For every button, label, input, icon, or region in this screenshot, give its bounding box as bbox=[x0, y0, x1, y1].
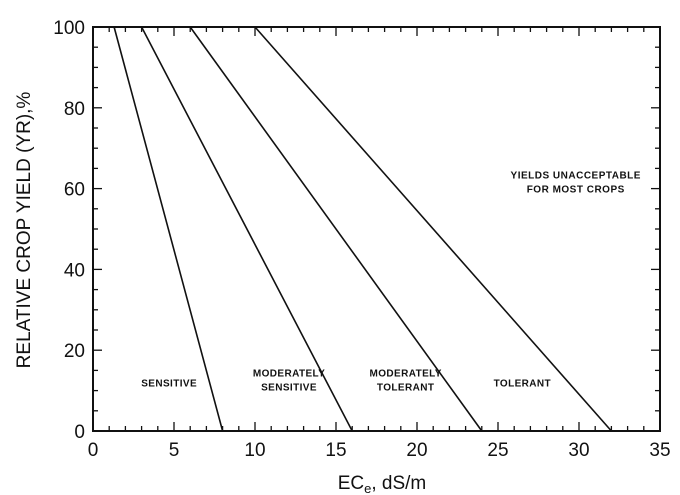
tolerance-line-3 bbox=[189, 26, 483, 432]
zone-label-line: SENSITIVE bbox=[261, 383, 317, 394]
x-tick-label: 10 bbox=[244, 440, 265, 461]
y-axis-title: RELATIVE CROP YIELD (YR),% bbox=[14, 92, 35, 369]
x-tick-label: 25 bbox=[487, 440, 508, 461]
x-axis-title-main: EC bbox=[338, 473, 364, 494]
x-axis-title: ECe, dS/m bbox=[338, 473, 427, 495]
tolerance-line-2 bbox=[140, 26, 353, 432]
zone-label-2: MODERATELY SENSITIVE bbox=[253, 369, 325, 394]
y-tick-label: 20 bbox=[64, 341, 85, 362]
annotation-line: FOR MOST CROPS bbox=[527, 185, 625, 196]
x-axis-title-unit: , dS/m bbox=[371, 473, 426, 494]
y-tick-label: 0 bbox=[74, 422, 85, 443]
x-tick-label: 35 bbox=[649, 440, 670, 461]
y-tick-label: 40 bbox=[64, 260, 85, 281]
x-tick-label: 5 bbox=[169, 440, 180, 461]
unacceptable-yield-note: YIELDS UNACCEPTABLE FOR MOST CROPS bbox=[511, 171, 641, 196]
tolerance-line-4 bbox=[254, 26, 612, 432]
x-axis-title-subscript: e bbox=[364, 481, 371, 495]
tolerance-lines bbox=[113, 26, 612, 432]
zone-label-4: TOLERANT bbox=[494, 379, 551, 390]
zone-label-line: SENSITIVE bbox=[141, 379, 197, 390]
zone-label-line: MODERATELY bbox=[369, 369, 441, 380]
chart-annotations: SENSITIVE MODERATELY SENSITIVE MODERATELY TO… bbox=[141, 171, 641, 394]
zone-label-line: MODERATELY bbox=[253, 369, 325, 380]
x-tick-label: 30 bbox=[568, 440, 589, 461]
tick-labels: 0 5 10 15 20 25 30 35 0 20 40 60 80 100 bbox=[53, 18, 670, 461]
y-tick-label: 80 bbox=[64, 99, 85, 120]
zone-label-3: MODERATELY TOLERANT bbox=[369, 369, 441, 394]
y-tick-label: 60 bbox=[64, 180, 85, 201]
axis-ticks bbox=[92, 26, 661, 432]
zone-label-line: TOLERANT bbox=[494, 379, 551, 390]
x-tick-label: 20 bbox=[406, 440, 427, 461]
zone-label-line: TOLERANT bbox=[377, 383, 434, 394]
y-tick-label: 100 bbox=[53, 18, 85, 39]
annotation-line: YIELDS UNACCEPTABLE bbox=[511, 171, 641, 182]
x-tick-label: 15 bbox=[325, 440, 346, 461]
x-tick-label: 0 bbox=[88, 440, 99, 461]
zone-label-1: SENSITIVE bbox=[141, 379, 197, 390]
tolerance-line-1 bbox=[113, 26, 224, 432]
